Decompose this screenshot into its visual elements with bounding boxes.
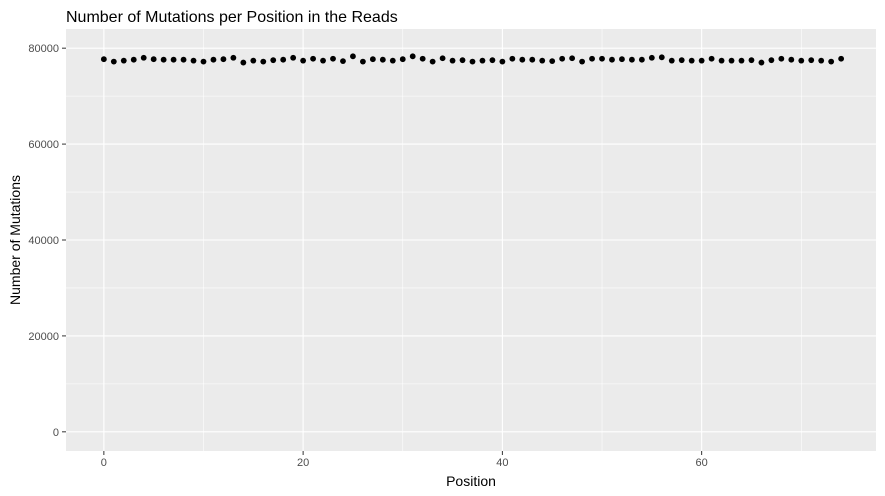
data-point <box>140 54 147 61</box>
data-point <box>320 57 326 64</box>
data-point <box>838 55 845 62</box>
data-point <box>549 58 556 65</box>
data-point <box>300 57 307 64</box>
x-tick-label: 0 <box>101 457 107 469</box>
data-point <box>210 56 217 63</box>
data-point <box>310 55 316 62</box>
data-point <box>150 56 157 63</box>
y-tick-label: 40000 <box>28 235 59 247</box>
data-point <box>658 54 665 61</box>
data-point <box>748 57 755 64</box>
data-point <box>110 58 117 65</box>
data-point <box>668 57 675 64</box>
y-axis-title: Number of Mutations <box>7 175 23 305</box>
x-tick-label: 40 <box>496 457 508 469</box>
data-point <box>808 57 815 64</box>
data-point <box>509 55 516 62</box>
data-point <box>389 57 396 64</box>
data-point <box>718 57 725 64</box>
data-point <box>569 55 576 62</box>
data-point <box>619 56 625 63</box>
data-point <box>120 57 127 64</box>
data-point <box>260 58 267 65</box>
data-point <box>449 57 456 64</box>
data-point <box>419 55 426 62</box>
x-axis-title: Position <box>446 473 496 489</box>
data-point <box>629 56 635 63</box>
data-point <box>708 55 715 62</box>
data-point <box>688 57 695 64</box>
data-point <box>180 56 187 63</box>
data-point <box>459 57 466 64</box>
data-point <box>758 59 765 66</box>
data-point <box>579 58 585 65</box>
data-point <box>250 57 257 64</box>
data-point <box>638 56 645 63</box>
data-point <box>280 56 287 63</box>
y-axis-ticks: 0 20000 40000 60000 80000 <box>28 43 66 439</box>
data-point <box>609 56 615 63</box>
data-point <box>589 55 595 62</box>
data-point <box>429 58 436 65</box>
data-point <box>220 56 227 63</box>
data-point <box>818 57 825 64</box>
data-point <box>489 57 496 64</box>
data-point <box>340 58 346 65</box>
data-point <box>738 57 745 64</box>
data-point <box>190 57 197 64</box>
x-axis-ticks: 0 20 40 60 <box>101 451 708 469</box>
data-point <box>240 59 247 66</box>
data-point <box>698 57 705 64</box>
data-point <box>330 55 336 62</box>
data-point <box>559 55 566 62</box>
data-point <box>379 56 386 63</box>
data-point <box>678 57 685 64</box>
data-point <box>648 54 655 61</box>
x-tick-label: 20 <box>297 457 309 469</box>
data-point <box>778 55 785 62</box>
data-point <box>360 58 366 65</box>
data-point <box>788 56 795 63</box>
data-point <box>728 57 735 64</box>
data-point <box>768 57 775 64</box>
data-point <box>539 57 546 64</box>
data-point <box>170 56 177 63</box>
data-point <box>230 54 237 61</box>
y-tick-label: 60000 <box>28 139 59 151</box>
data-point <box>479 57 486 64</box>
data-point <box>519 56 526 63</box>
data-points <box>100 53 845 66</box>
data-point <box>399 56 406 63</box>
data-point <box>439 55 446 62</box>
data-point <box>369 56 376 63</box>
data-point <box>828 58 835 65</box>
y-tick-label: 0 <box>53 427 59 439</box>
data-point <box>100 56 107 63</box>
data-point <box>270 57 277 64</box>
y-tick-label: 20000 <box>28 331 59 343</box>
data-point <box>350 53 356 60</box>
data-point <box>499 58 506 65</box>
grid-lines <box>66 29 876 451</box>
x-tick-label: 60 <box>696 457 708 469</box>
data-point <box>798 57 805 64</box>
data-point <box>469 58 476 65</box>
data-point <box>529 56 536 63</box>
data-point <box>200 58 207 65</box>
y-tick-label: 80000 <box>28 43 59 55</box>
data-point <box>290 54 297 61</box>
data-point <box>599 55 605 62</box>
data-point <box>130 56 137 63</box>
data-point <box>409 53 416 60</box>
data-point <box>160 56 167 63</box>
chart-title: Number of Mutations per Position in the … <box>66 9 398 26</box>
